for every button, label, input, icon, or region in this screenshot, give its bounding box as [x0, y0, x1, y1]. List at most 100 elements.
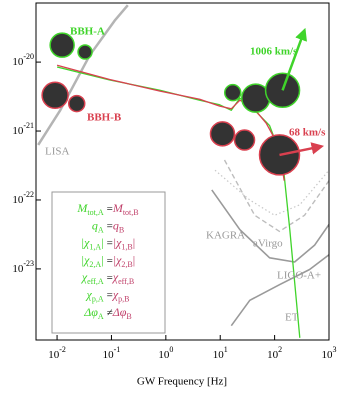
equation-part: eff,A: [87, 278, 104, 287]
tick-exponent: 1: [224, 345, 228, 354]
kick-arrow: [279, 142, 325, 157]
x-tick-label: 10-2: [48, 345, 66, 361]
tick-exponent: -22: [23, 190, 34, 199]
equation: ΔφA ≠ΔφB: [83, 305, 132, 322]
equation-part: q: [113, 218, 119, 232]
y-tick-label: 10-20: [12, 52, 34, 68]
series-label: BBH-A: [70, 26, 105, 38]
equation-operator: ≠: [107, 306, 113, 318]
tick-exponent: 0: [169, 345, 173, 354]
equation-part: |χ: [81, 253, 90, 267]
binary-marker: [224, 83, 242, 102]
tick-base: 10: [12, 56, 24, 68]
binary-marker: [41, 81, 69, 110]
y-tick-label: 10-22: [12, 190, 34, 206]
equation-part: M: [112, 201, 124, 215]
equation-operator: =: [107, 220, 113, 232]
tick-exponent: -23: [23, 259, 34, 268]
series-label: ET: [285, 312, 299, 324]
equation-part: tot,A: [87, 208, 103, 217]
series-label: LIGO-A+: [277, 270, 321, 282]
equation-part: |χ: [81, 235, 90, 249]
equation-operator: =: [107, 237, 113, 249]
equation-part: 1,B: [121, 243, 132, 252]
tick-base: 10: [48, 349, 60, 361]
equation-part: |χ: [113, 253, 122, 267]
kick-arrow: [281, 27, 307, 91]
equation-part: A: [98, 226, 104, 235]
x-tick-label: 10-1: [103, 345, 121, 361]
equation: |χ2,A| =|χ2,B|: [81, 253, 135, 270]
equation-part: χ: [112, 287, 119, 301]
equation-part: q: [92, 218, 98, 232]
equation-part: eff,B: [118, 278, 134, 287]
equation: qA =qB: [92, 218, 124, 235]
curve: [211, 189, 329, 263]
binary-marker: [233, 129, 256, 151]
tick-base: 10: [12, 262, 24, 274]
series-label: LISA: [45, 146, 70, 158]
equation-part: |: [133, 253, 135, 267]
equation-part: |: [101, 235, 103, 249]
tick-exponent: -20: [23, 52, 34, 61]
x-tick-label: 102: [267, 345, 282, 361]
binary-marker: [67, 94, 86, 113]
tick-exponent: 3: [333, 345, 337, 354]
equation: χeff,A =χeff,B: [81, 270, 134, 287]
tick-base: 10: [103, 349, 115, 361]
tick-exponent: -2: [59, 345, 66, 354]
plot-frame: [35, 2, 330, 341]
tick-base: 10: [12, 125, 24, 137]
equation: Mtot,A =Mtot,B: [76, 201, 138, 218]
equation-part: p,B: [118, 295, 129, 304]
binary-marker: [49, 32, 75, 58]
equation-part: |χ: [113, 235, 122, 249]
binary-marker: [77, 44, 93, 60]
equation-operator: =: [107, 254, 113, 266]
tick-base: 10: [322, 349, 334, 361]
equation-operator: =: [107, 203, 113, 215]
equation-part: M: [76, 201, 88, 215]
y-tick-label: 10-23: [12, 259, 34, 275]
equation-operator: =: [107, 272, 113, 284]
curve: [223, 159, 329, 233]
y-tick-label: 10-21: [12, 121, 34, 137]
equation-box: [51, 191, 166, 334]
tick-exponent: -1: [114, 345, 121, 354]
kick-label: 1006 km/s: [250, 46, 298, 58]
equation-part: χ: [112, 270, 119, 284]
equation-part: 2,B: [121, 260, 132, 269]
equation-part: B: [126, 312, 131, 321]
tick-exponent: -21: [23, 121, 34, 130]
x-tick-label: 101: [213, 345, 228, 361]
series-label: aVirgo: [253, 238, 283, 250]
binary-marker: [209, 121, 236, 147]
equation-part: tot,B: [123, 208, 139, 217]
equation-part: p,A: [92, 295, 104, 304]
x-tick-label: 103: [322, 345, 337, 361]
tick-base: 10: [158, 349, 170, 361]
series-label: KAGRA: [206, 230, 245, 242]
series-label: BBH-B: [87, 112, 122, 124]
curve: [230, 254, 329, 327]
equation-part: |: [101, 253, 103, 267]
equation-part: B: [119, 226, 124, 235]
equation-part: χ: [86, 287, 93, 301]
equation-operator: =: [107, 289, 113, 301]
x-tick-label: 100: [158, 345, 173, 361]
x-axis-label: GW Frequency [Hz]: [137, 376, 227, 388]
equation-part: A: [98, 312, 104, 321]
curve: [214, 169, 329, 216]
tick-exponent: 2: [278, 345, 282, 354]
equation-part: χ: [81, 270, 88, 284]
equation: |χ1,A| =|χ1,B|: [81, 235, 135, 252]
equation-part: Δφ: [83, 305, 98, 319]
equation-part: 2,A: [89, 260, 101, 269]
equation-part: Δφ: [112, 305, 127, 319]
kick-label: 68 km/s: [289, 127, 326, 139]
tick-base: 10: [12, 193, 24, 205]
plot-area: [37, 4, 329, 338]
equation-part: |: [133, 235, 135, 249]
curve: [56, 64, 285, 181]
